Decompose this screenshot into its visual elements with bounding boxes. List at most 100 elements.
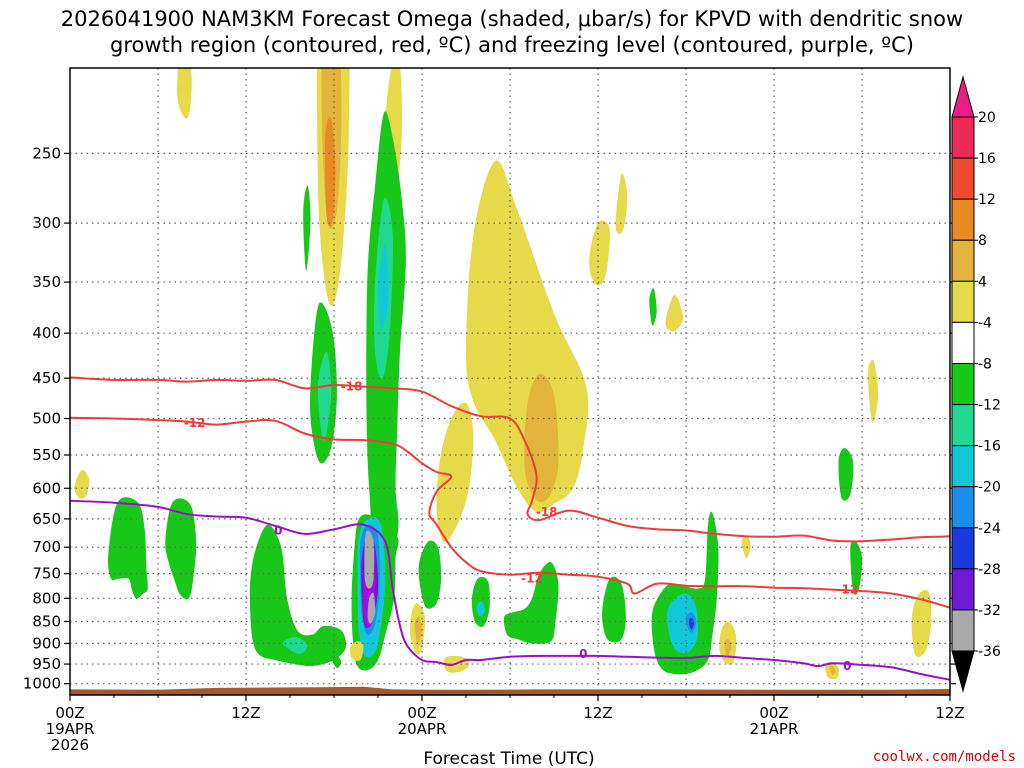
colorbar-bin-3 bbox=[951, 239, 975, 282]
colorbar-bin-2 bbox=[951, 198, 975, 241]
omega-region-16 bbox=[589, 220, 610, 286]
omega-region-55 bbox=[332, 655, 342, 669]
y-tick-label-800: 800 bbox=[32, 589, 61, 607]
contour-lines: -18 -18 -18 -12 -12 -12 0 0 0 bbox=[70, 376, 950, 681]
colorbar-bin-0 bbox=[951, 116, 975, 159]
x-tick-label-0-1: 19APR bbox=[46, 720, 95, 738]
dgz-minus12-line bbox=[70, 416, 950, 609]
title-line-1: 2026041900 NAM3KM Forecast Omega (shaded… bbox=[61, 7, 963, 31]
omega-region-35 bbox=[476, 601, 486, 618]
omega-region-11 bbox=[317, 351, 332, 441]
colorbar: 20 16 12 8 4 -4 -8 -12 -16 -20 -24 -28 -32 -36 bbox=[951, 75, 1001, 693]
omega-region-21 bbox=[108, 497, 148, 599]
omega-region-49 bbox=[829, 665, 836, 676]
dgz-minus18-label-0: -18 bbox=[341, 380, 363, 394]
y-tick-label-400: 400 bbox=[32, 324, 61, 342]
colorbar-label-2: 12 bbox=[978, 192, 996, 208]
omega-region-19 bbox=[649, 288, 657, 326]
omega-region-32 bbox=[366, 537, 373, 584]
colorbar-bin-1 bbox=[951, 157, 975, 200]
colorbar-label-10: -24 bbox=[978, 521, 1001, 537]
omega-region-50 bbox=[911, 589, 932, 657]
omega-region-38 bbox=[651, 511, 719, 675]
dgz-minus18-line bbox=[70, 376, 950, 543]
freezing-0-label-0: 0 bbox=[274, 523, 282, 537]
omega-region-43 bbox=[850, 540, 863, 595]
freezing-0-line bbox=[70, 499, 950, 681]
x-tick-label-60-0: 12Z bbox=[935, 704, 964, 722]
y-tick-label-1000: 1000 bbox=[23, 675, 61, 693]
credit-link[interactable]: coolwx.com/models bbox=[873, 749, 1016, 765]
y-tick-label-450: 450 bbox=[32, 369, 61, 387]
freezing-0-label-2: 0 bbox=[843, 659, 851, 673]
y-tick-label-650: 650 bbox=[32, 510, 61, 528]
dgz-minus12-label-1: -12 bbox=[521, 572, 543, 586]
y-tick-label-550: 550 bbox=[32, 446, 61, 464]
colorbar-label-0: 20 bbox=[978, 110, 996, 126]
y-tick-label-250: 250 bbox=[32, 144, 61, 162]
omega-region-15 bbox=[480, 259, 494, 326]
omega-region-12 bbox=[466, 160, 589, 513]
y-tick-label-750: 750 bbox=[32, 565, 61, 583]
omega-region-51 bbox=[349, 641, 364, 661]
dgz-minus18-label-1: -18 bbox=[536, 505, 558, 519]
omega-region-6 bbox=[303, 185, 311, 272]
colorbar-label-13: -36 bbox=[978, 644, 1001, 660]
x-axis-label: Forecast Time (UTC) bbox=[423, 749, 594, 768]
colorbar-label-9: -20 bbox=[978, 480, 1001, 496]
omega-region-17 bbox=[615, 173, 628, 234]
x-tick-label-0-2: 2026 bbox=[51, 736, 89, 754]
omega-region-39 bbox=[667, 593, 699, 654]
colorbar-label-1: 16 bbox=[978, 151, 996, 167]
omega-region-23 bbox=[249, 524, 347, 667]
omega-region-42 bbox=[838, 448, 854, 501]
x-tick-label-48-0: 00Z bbox=[759, 704, 788, 722]
x-tick-label-0-0: 00Z bbox=[55, 704, 84, 722]
dgz-minus12-label-0: -12 bbox=[184, 416, 206, 430]
omega-region-14 bbox=[436, 402, 474, 542]
colorbar-label-11: -28 bbox=[978, 562, 1001, 578]
y-tick-label-700: 700 bbox=[32, 538, 61, 556]
colorbar-bin-11 bbox=[951, 568, 975, 611]
colorbar-label-5: -4 bbox=[978, 315, 992, 331]
colorbar-bottom-arrow bbox=[951, 650, 975, 693]
omega-region-37 bbox=[602, 576, 626, 643]
omega-region-20 bbox=[74, 469, 90, 499]
colorbar-bin-4 bbox=[951, 280, 975, 323]
colorbar-bin-7 bbox=[951, 404, 975, 447]
y-tick-label-850: 850 bbox=[32, 613, 61, 631]
omega-shading bbox=[74, 68, 932, 680]
colorbar-bin-5 bbox=[951, 321, 975, 364]
y-tick-label-350: 350 bbox=[32, 273, 61, 291]
omega-region-1 bbox=[177, 68, 192, 119]
y-tick-label-300: 300 bbox=[32, 214, 61, 232]
colorbar-bin-6 bbox=[951, 362, 975, 406]
freezing-0-label-1: 0 bbox=[579, 647, 587, 661]
y-tick-label-950: 950 bbox=[32, 655, 61, 673]
omega-region-22 bbox=[165, 498, 197, 600]
x-tick-label-24-1: 20APR bbox=[398, 720, 447, 738]
y-tick-label-600: 600 bbox=[32, 479, 61, 497]
colorbar-label-3: 8 bbox=[978, 233, 987, 249]
title-line-2: growth region (contoured, red, ºC) and f… bbox=[110, 33, 914, 57]
omega-region-9 bbox=[377, 245, 389, 329]
omega-region-36 bbox=[503, 561, 559, 644]
omega-region-41 bbox=[688, 617, 695, 630]
y-tick-label-500: 500 bbox=[32, 410, 61, 428]
colorbar-bin-8 bbox=[951, 445, 975, 488]
omega-region-47 bbox=[741, 536, 751, 559]
x-tick-label-24-0: 00Z bbox=[407, 704, 436, 722]
colorbar-label-8: -16 bbox=[978, 439, 1001, 455]
x-tick-label-36-0: 12Z bbox=[583, 704, 612, 722]
omega-region-44 bbox=[867, 359, 879, 423]
colorbar-label-12: -32 bbox=[978, 603, 1001, 619]
omega-region-31 bbox=[367, 592, 376, 624]
colorbar-top-arrow bbox=[951, 75, 975, 118]
x-tick-label-48-1: 21APR bbox=[750, 720, 799, 738]
colorbar-bin-10 bbox=[951, 527, 975, 570]
omega-region-24 bbox=[282, 636, 308, 654]
colorbar-bin-9 bbox=[951, 486, 975, 529]
y-tick-label-900: 900 bbox=[32, 634, 61, 652]
